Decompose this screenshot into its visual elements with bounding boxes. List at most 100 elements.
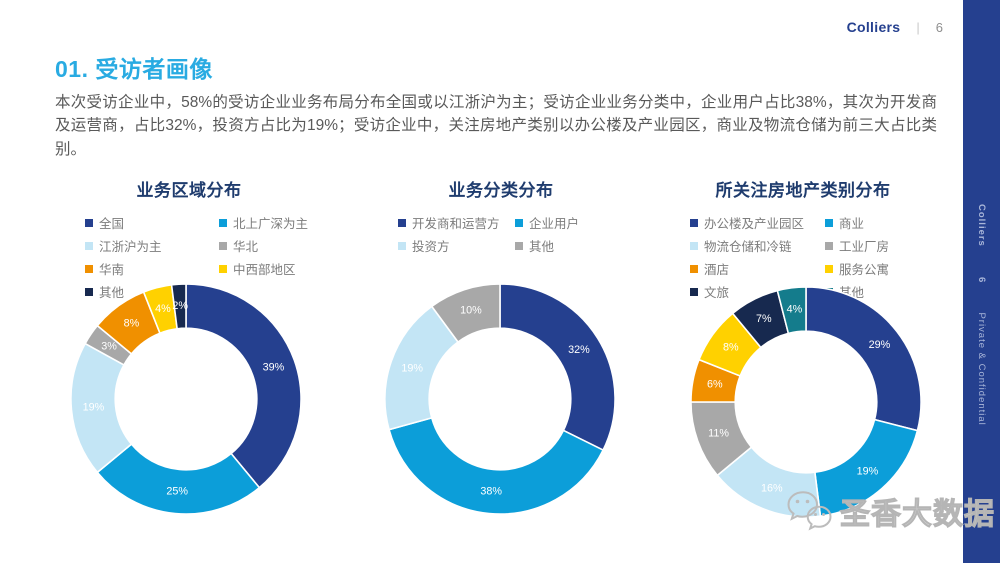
slice-percent-label: 6%	[707, 378, 723, 390]
legend-label: 江浙沪为主	[99, 240, 162, 254]
chart-title: 业务区域分布	[136, 181, 242, 200]
sidebar: Colliers 6 Private & Confidential	[963, 0, 1000, 563]
legend-item: 北上广深为主	[219, 213, 320, 232]
legend-swatch	[690, 241, 698, 250]
slice-percent-label: 10%	[460, 305, 482, 317]
donut-chart-business-category: 32% 38% 19% 10%	[382, 281, 618, 517]
legend-item: 投资方	[398, 236, 515, 255]
chart-legend: 开发商和运营方 企业用户投资方 其他	[370, 213, 632, 255]
legend-swatch	[85, 264, 93, 273]
legend-label: 开发商和运营方	[412, 217, 500, 231]
wechat-icon	[784, 488, 834, 534]
legend-item: 物流仓储和冷链	[690, 236, 825, 255]
summary-paragraph: 本次受访企业中，58%的受访企业业务布局分布全国或以江浙沪为主；受访企业业务分类…	[55, 94, 937, 158]
chart-business-region: 业务区域分布 全国 北上广深为主江浙沪为主 华北华南 中西部地区 其他	[58, 176, 320, 301]
donut-chart-property-type: 29% 19% 16% 11% 6% 8% 7% 4%	[688, 284, 924, 520]
slice-percent-label: 3%	[101, 341, 117, 353]
legend-swatch	[85, 287, 93, 296]
slice-percent-label: 38%	[480, 485, 502, 497]
donut-slice	[776, 286, 807, 335]
page-title: 01. 受访者画像	[55, 56, 213, 82]
legend-item: 其他	[85, 282, 219, 301]
colliers-logo: Colliers	[846, 19, 901, 35]
donut-slice	[170, 283, 187, 330]
legend-item: 江浙沪为主	[85, 236, 219, 255]
legend-label: 其他	[529, 240, 555, 254]
donut-slice	[388, 416, 605, 515]
legend-swatch	[690, 218, 698, 227]
slice-percent-label: 19%	[857, 466, 879, 478]
watermark-text: 圣香大数据	[840, 498, 995, 532]
slice-percent-label: 32%	[568, 344, 590, 356]
donut-slice	[805, 286, 922, 432]
legend-swatch	[398, 218, 406, 227]
page-number: 6	[935, 19, 943, 35]
legend-swatch	[825, 241, 833, 250]
sidebar-page-number: 6	[976, 276, 987, 283]
legend-swatch	[515, 218, 523, 227]
legend-label: 投资方	[412, 240, 450, 254]
donut-slice	[499, 283, 616, 452]
legend-item: 服务公寓	[825, 259, 943, 278]
legend-label: 企业用户	[529, 217, 580, 231]
slice-percent-label: 4%	[787, 304, 803, 316]
donut-svg: 39% 25% 19% 3% 8% 4% 2%	[70, 283, 302, 515]
donut-svg: 32% 38% 19% 10%	[384, 283, 616, 515]
donut-chart-business-region: 39% 25% 19% 3% 8% 4% 2%	[68, 281, 304, 517]
slice-percent-label: 8%	[124, 318, 140, 330]
slice-percent-label: 19%	[401, 362, 423, 374]
legend-swatch	[690, 287, 698, 296]
legend-item: 中西部地区	[219, 259, 320, 278]
chart-legend: 办公楼及产业园区 商业 物流仓储和冷链 工业厂房 酒店 服务公寓 文旅 其他	[663, 213, 943, 301]
legend-item: 工业厂房	[825, 236, 943, 255]
legend-swatch	[398, 241, 406, 250]
slice-percent-label: 8%	[723, 341, 739, 353]
slice-percent-label: 29%	[869, 339, 891, 351]
chart-title: 业务分类分布	[448, 181, 554, 200]
sidebar-confidential-label: Private & Confidential	[976, 312, 987, 426]
legend-swatch	[85, 241, 93, 250]
legend-item: 办公楼及产业园区	[690, 213, 825, 232]
donut-slice	[430, 283, 501, 344]
header: Colliers | 6	[847, 19, 943, 35]
sidebar-vertical-text: Colliers 6 Private & Confidential	[976, 204, 987, 426]
slice-percent-label: 39%	[263, 361, 285, 373]
slice-percent-label: 2%	[172, 300, 188, 312]
legend-label: 中西部地区	[233, 263, 296, 277]
donut-slice	[96, 443, 261, 515]
legend-item: 开发商和运营方	[398, 213, 515, 232]
legend-swatch	[690, 264, 698, 273]
legend-swatch	[219, 218, 227, 227]
legend-swatch	[85, 218, 93, 227]
legend-item: 全国	[85, 213, 219, 232]
chart-title: 所关注房地产类别分布	[715, 181, 891, 200]
slice-percent-label: 4%	[155, 303, 171, 315]
slice-percent-label: 16%	[761, 482, 783, 494]
legend-label: 华北	[233, 240, 259, 254]
legend-label: 商业	[839, 217, 865, 231]
legend-item: 酒店	[690, 259, 825, 278]
chart-legend: 全国 北上广深为主江浙沪为主 华北华南 中西部地区 其他	[58, 213, 320, 301]
slice-percent-label: 7%	[756, 313, 772, 325]
legend-item: 华北	[219, 236, 320, 255]
legend-label: 工业厂房	[839, 240, 890, 254]
watermark: 圣香大数据	[784, 488, 995, 534]
sidebar-brand: Colliers	[976, 204, 987, 247]
legend-item: 华南	[85, 259, 219, 278]
legend-swatch	[515, 241, 523, 250]
slice-percent-label: 19%	[83, 402, 105, 414]
header-divider: |	[916, 19, 920, 35]
legend-item: 其他	[515, 236, 632, 255]
legend-label: 北上广深为主	[233, 217, 309, 231]
legend-label: 服务公寓	[839, 263, 890, 277]
slice-percent-label: 25%	[166, 485, 188, 497]
legend-label: 全国	[99, 217, 125, 231]
legend-label: 华南	[99, 263, 125, 277]
legend-swatch	[219, 264, 227, 273]
legend-item: 企业用户	[515, 213, 632, 232]
legend-swatch	[219, 241, 227, 250]
donut-slice	[185, 283, 302, 489]
legend-label: 文旅	[704, 286, 730, 300]
slice-percent-label: 11%	[708, 427, 729, 439]
